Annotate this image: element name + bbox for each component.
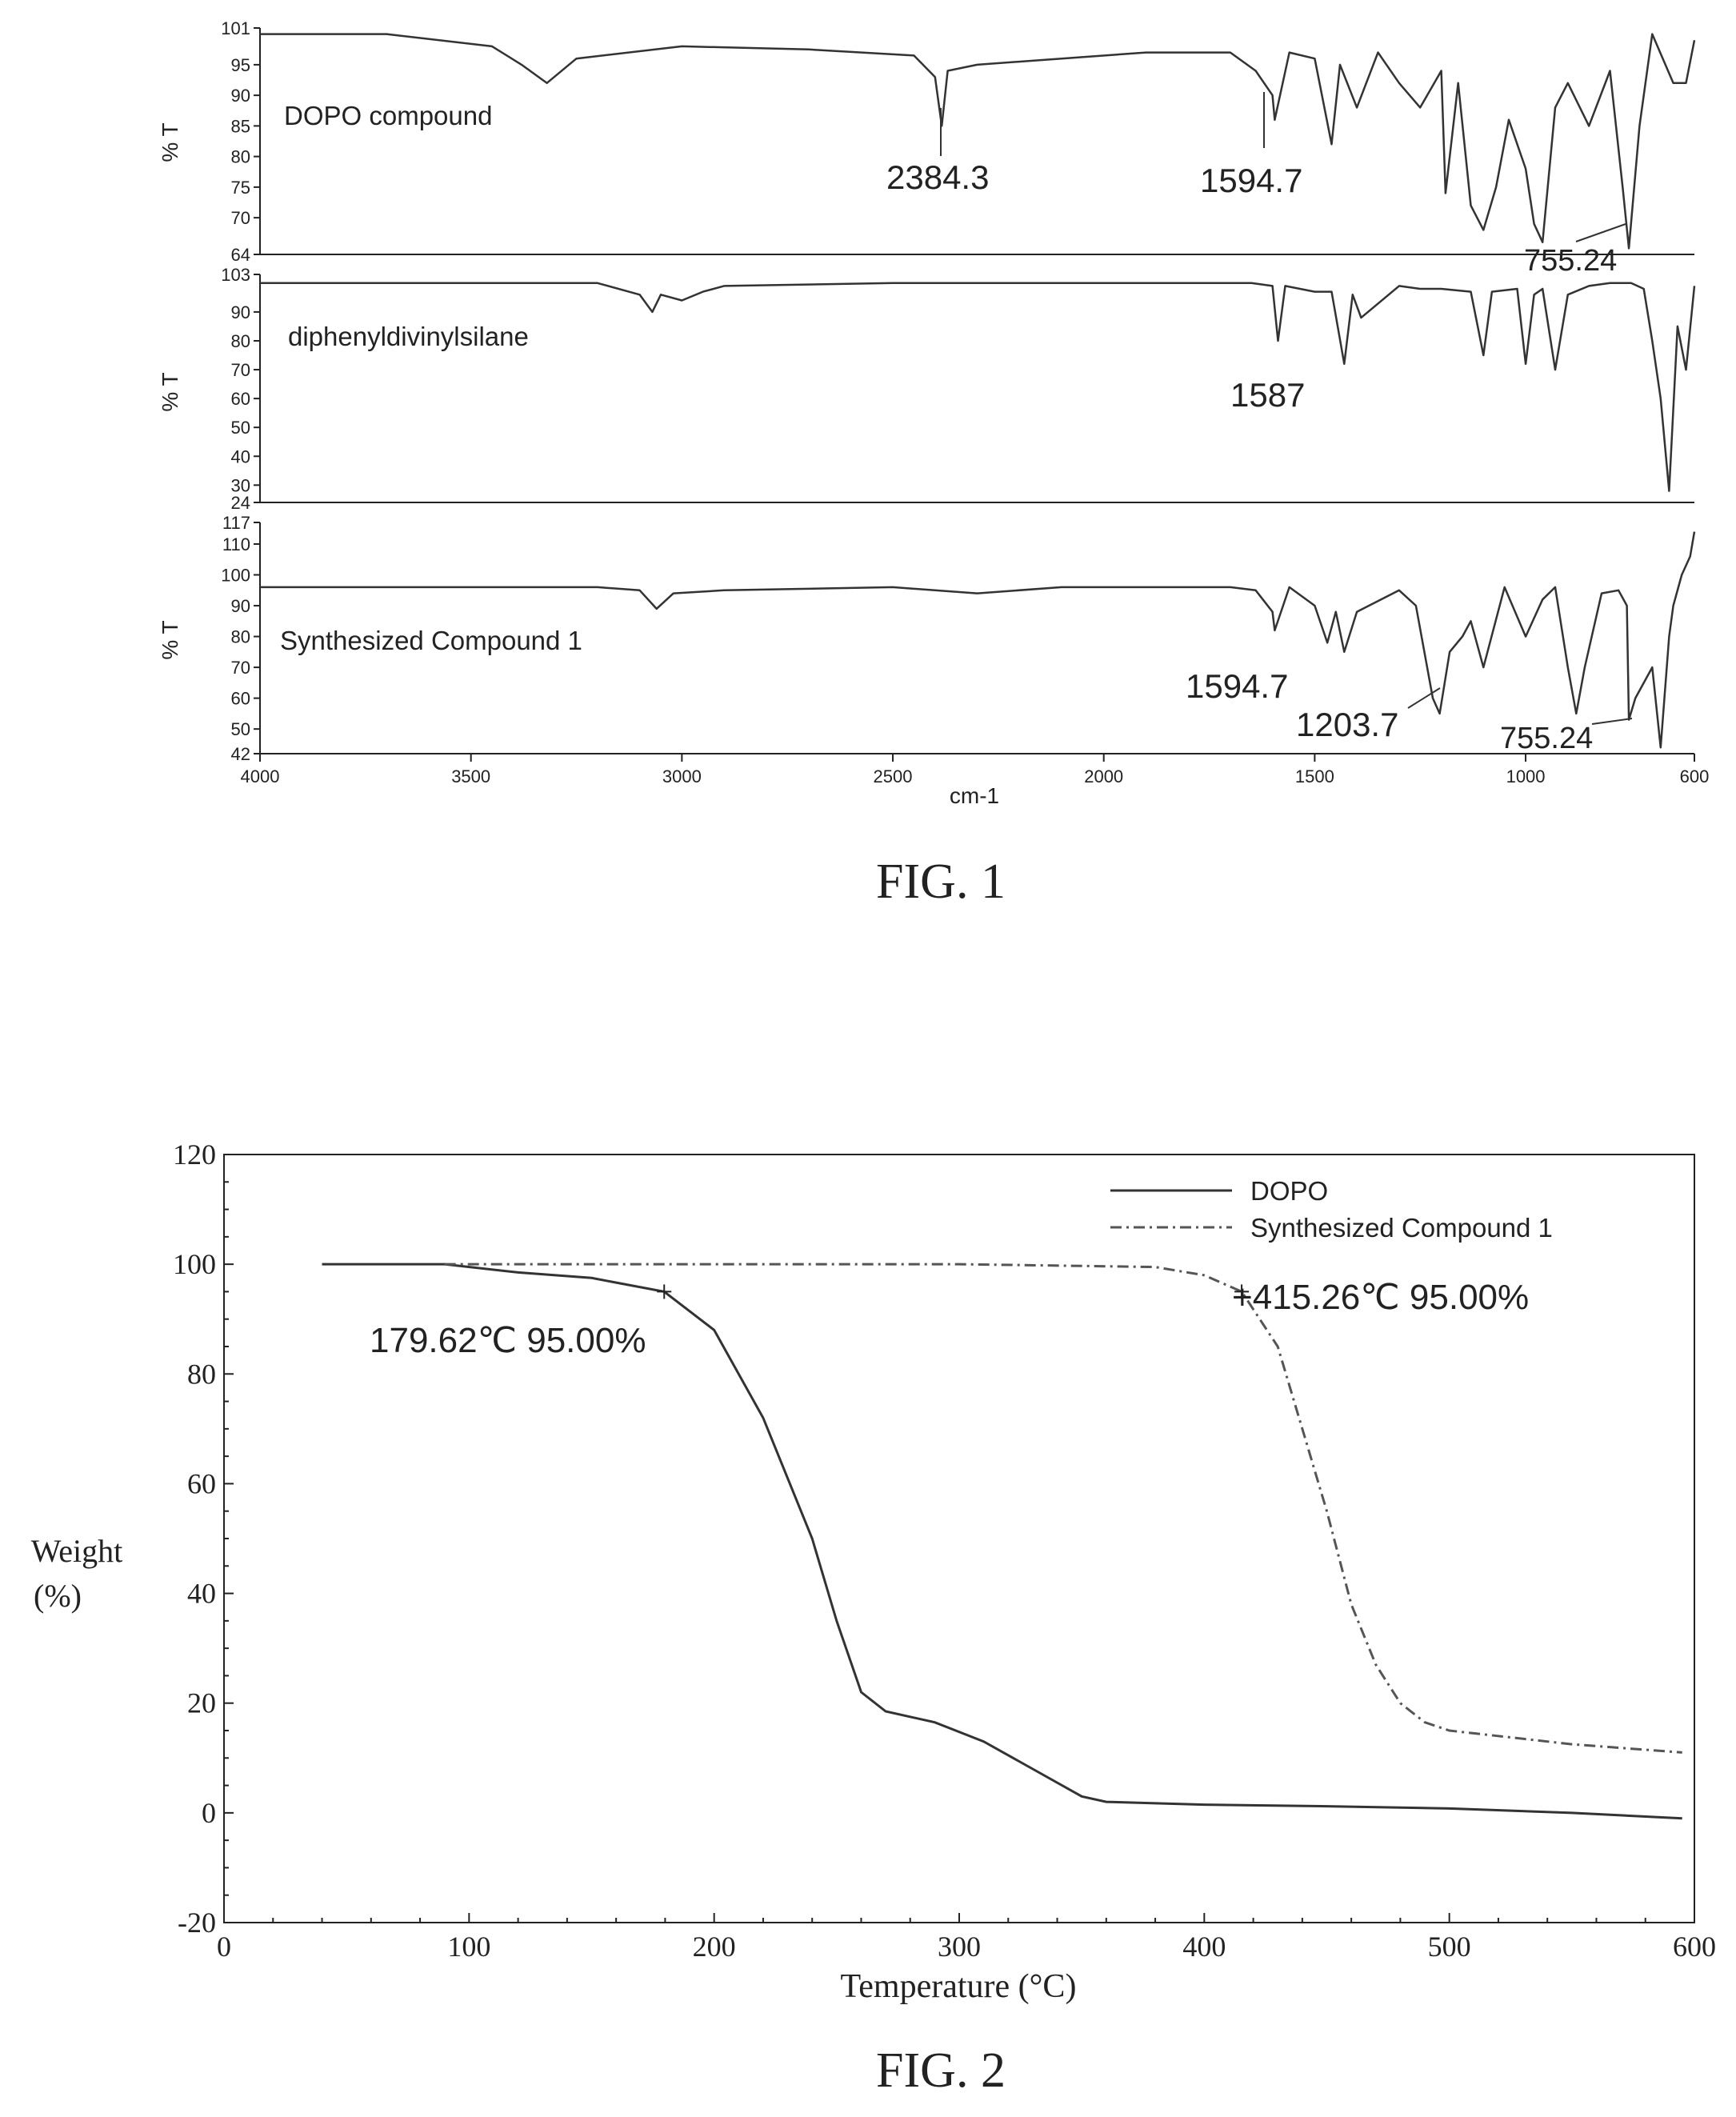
tga-xlabel: Temperature (°C): [841, 1968, 1077, 2005]
ir-ytick-label: 103: [221, 265, 250, 285]
tga-ytick-label: 40: [187, 1578, 216, 1610]
tga-plot-frame: [223, 1154, 1695, 1923]
ir-xtick-label: 4000: [241, 766, 280, 786]
ir-xtick-label: 3000: [662, 766, 702, 786]
ir-ytick-label: 70: [231, 658, 250, 678]
tga-xtick-label: 600: [1673, 1931, 1716, 1963]
ir-peak-leader-755-comp: [1591, 718, 1633, 725]
ir-spectra-figure: 101 95 90 85 80 75 70 64 % T DOPO compound 2384…: [158, 18, 1709, 909]
ir-ytick-label: 50: [231, 418, 250, 438]
tga-ytick-label: 100: [173, 1248, 216, 1280]
tga-xtick-label: 100: [447, 1931, 490, 1963]
ir-ytick-label: 100: [221, 566, 250, 586]
tga-ylabel-line1: Weight: [31, 1533, 123, 1569]
ir-ytick-label: 85: [231, 116, 250, 136]
ir-ytick-label: 90: [231, 86, 250, 106]
ir-peak-leader-1203: [1407, 687, 1441, 709]
ir-xtick-label: 1500: [1295, 766, 1334, 786]
ir-ytick-label: 70: [231, 360, 250, 380]
ir-panel-silane-name: diphenyldivinylsilane: [288, 322, 529, 351]
ir-ytick-label: 95: [231, 55, 250, 75]
ir-ytick-label: 70: [231, 208, 250, 228]
tga-ytick-label: 120: [173, 1139, 216, 1171]
ir-peak-label-1594-comp: 1594.7: [1186, 667, 1288, 705]
ir-panel-dopo: 101 95 90 85 80 75 70 64 % T DOPO compound 2384…: [158, 18, 1696, 278]
fig1-caption: FIG. 1: [876, 854, 1006, 909]
tga-ylabel-line2: (%): [34, 1578, 82, 1614]
tga-x-ticks: 0 100 200 300 400 500 600: [217, 1913, 1716, 1963]
ir-panel-dopo-ylabel: % T: [158, 122, 182, 162]
ir-peak-label-1587: 1587: [1230, 376, 1305, 414]
tga-annotation-compound1: +415.26℃ 95.00%: [1232, 1278, 1529, 1317]
ir-xlabel: cm-1: [950, 783, 999, 808]
fig2-caption: FIG. 2: [876, 2043, 1006, 2098]
ir-peak-label-755-comp: 755.24: [1500, 722, 1593, 755]
ir-panel-silane-ylabel: % T: [158, 372, 182, 411]
ir-peak-leader-755-dopo: [1575, 223, 1626, 242]
tga-ytick-label: -20: [178, 1907, 216, 1939]
ir-ytick-label: 24: [231, 493, 250, 513]
tga-legend-label-dopo: DOPO: [1250, 1176, 1328, 1206]
ir-ytick-label: 42: [231, 744, 250, 764]
tga-ytick-label: 0: [202, 1797, 216, 1829]
ir-ytick-label: 110: [222, 534, 250, 554]
ir-ytick-label: 60: [231, 689, 250, 709]
ir-xtick-label: 2500: [874, 766, 913, 786]
tga-xtick-label: 500: [1428, 1931, 1471, 1963]
ir-panel-dopo-y-ticks: 101 95 90 85 80 75 70 64: [221, 18, 260, 265]
ir-ytick-label: 64: [231, 245, 250, 265]
ir-ytick-label: 30: [231, 475, 250, 495]
tga-xtick-label: 200: [693, 1931, 736, 1963]
ir-trace-dopo: [260, 33, 1696, 250]
ir-peak-label-1203: 1203.7: [1296, 706, 1398, 743]
tga-xtick-label: 400: [1182, 1931, 1226, 1963]
ir-ytick-label: 60: [231, 389, 250, 409]
ir-trace-compound1: [260, 531, 1696, 749]
tga-legend: DOPO Synthesized Compound 1: [1110, 1176, 1553, 1243]
ir-peak-label-2384: 2384.3: [886, 158, 989, 196]
tga-ytick-label: 80: [187, 1358, 216, 1390]
ir-ytick-label: 90: [231, 596, 250, 616]
ir-xtick-label: 1000: [1506, 766, 1546, 786]
ir-xtick-label: 600: [1680, 766, 1710, 786]
tga-legend-label-compound1: Synthesized Compound 1: [1250, 1213, 1553, 1243]
ir-ytick-label: 80: [231, 331, 250, 351]
tga-series-compound1: [444, 1263, 1682, 1754]
ir-ytick-label: 80: [231, 627, 250, 647]
ir-xtick-label: 2000: [1084, 766, 1123, 786]
tga-ytick-label: 60: [187, 1467, 216, 1499]
ir-ytick-label: 90: [231, 302, 250, 322]
ir-ytick-label: 75: [231, 178, 250, 198]
ir-peak-label-755-dopo: 755.24: [1524, 244, 1617, 278]
ir-ytick-label: 101: [221, 18, 250, 38]
tga-ytick-label: 20: [187, 1687, 216, 1719]
ir-xtick-label: 3500: [451, 766, 490, 786]
ir-ytick-label: 117: [222, 513, 250, 533]
tga-xtick-label: 300: [938, 1931, 981, 1963]
tga-series-dopo: [322, 1263, 1682, 1820]
ir-trace-silane: [260, 282, 1696, 492]
tga-y-ticks: 120 100 80 60 40 20 0 -20: [173, 1139, 234, 1939]
tga-annotation-dopo: 179.62℃ 95.00%: [370, 1321, 646, 1360]
ir-peak-label-1594-dopo: 1594.7: [1200, 162, 1302, 199]
ir-panel-compound1-name: Synthesized Compound 1: [280, 626, 582, 655]
ir-x-ticks: 4000 3500 3000 2500 2000 1500 1000 600: [241, 754, 1710, 786]
ir-panel-compound1-ylabel: % T: [158, 620, 182, 659]
ir-panel-dopo-name: DOPO compound: [284, 101, 492, 130]
ir-ytick-label: 50: [231, 719, 250, 739]
tga-xtick-label: 0: [217, 1931, 231, 1963]
ir-ytick-label: 40: [231, 446, 250, 466]
ir-ytick-label: 80: [231, 147, 250, 167]
